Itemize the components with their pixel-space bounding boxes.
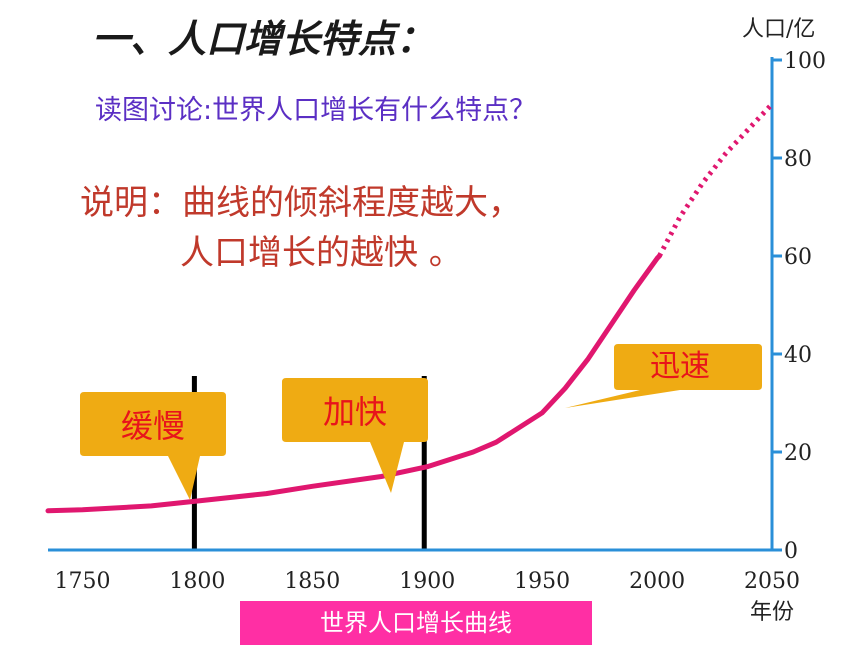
- y-tick-label: 100: [784, 49, 826, 74]
- callout-rapid: 迅速: [565, 344, 762, 408]
- x-tick-label: 1900: [399, 569, 455, 594]
- population-curve: [45, 253, 662, 514]
- callout-slow-text: 缓慢: [121, 407, 185, 445]
- x-tick-label: 1800: [169, 569, 225, 594]
- projection-curve: [657, 102, 774, 258]
- x-tick-label: 2050: [744, 569, 800, 594]
- callout-faster-text: 加快: [323, 393, 387, 431]
- x-tick-label: 1850: [284, 569, 340, 594]
- page-title: 一、人口增长特点：: [92, 16, 435, 61]
- callout-slow-shape: [80, 392, 226, 500]
- y-tick-label: 0: [784, 539, 798, 564]
- callout-faster-shape: [282, 378, 428, 493]
- y-tick-label: 80: [784, 147, 812, 172]
- explanation-text: 说明：曲线的倾斜程度越大， 人口增长的越快 。: [80, 178, 522, 278]
- y-tick-label: 60: [784, 245, 812, 270]
- y-axis-label: 人口/亿: [742, 17, 815, 42]
- y-tick-label: 40: [784, 343, 812, 368]
- chart-caption: 世界人口增长曲线: [240, 601, 592, 645]
- explanation-line-2: 人口增长的越快 。: [180, 233, 463, 273]
- x-axis-label: 年份: [750, 600, 794, 625]
- callout-rapid-shape: [565, 344, 762, 408]
- callout-faster: 加快: [282, 378, 428, 493]
- x-tick-label: 2000: [629, 569, 685, 594]
- callout-slow: 缓慢: [80, 392, 226, 500]
- discussion-question: 读图讨论:世界人口增长有什么特点？: [95, 95, 537, 126]
- y-tick-label: 20: [784, 441, 812, 466]
- callout-rapid-text: 迅速: [650, 349, 710, 384]
- x-tick-label: 1950: [514, 569, 570, 594]
- x-tick-label: 1750: [54, 569, 110, 594]
- explanation-line-1: 说明：曲线的倾斜程度越大，: [80, 183, 522, 223]
